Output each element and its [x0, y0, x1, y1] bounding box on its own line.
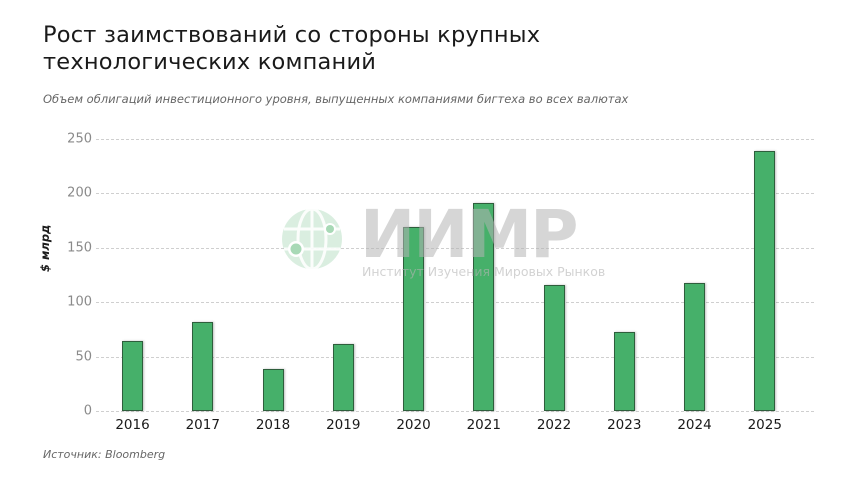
gridline	[96, 193, 814, 195]
bar-2022	[543, 284, 565, 411]
y-tick-label: 0	[83, 403, 92, 419]
bar-2023	[613, 331, 635, 411]
source-note: Источник: Bloomberg	[43, 448, 166, 461]
bar-2025	[754, 150, 776, 411]
bar-2018	[262, 368, 284, 411]
gridline	[96, 247, 814, 249]
gridline	[96, 411, 814, 412]
x-tick-label: 2017	[185, 417, 220, 433]
x-tick-label: 2022	[536, 417, 572, 433]
gridline	[96, 356, 814, 358]
x-tick-label: 2019	[326, 417, 361, 433]
gridline	[96, 302, 814, 304]
bar-2024	[684, 282, 705, 411]
bar-2019	[332, 343, 354, 411]
y-tick-label: 50	[75, 349, 92, 365]
x-tick-label: 2016	[115, 417, 150, 433]
bar-2020	[403, 227, 424, 411]
y-tick-label: 150	[67, 240, 92, 256]
x-tick-label: 2021	[466, 417, 501, 433]
x-tick-label: 2024	[677, 417, 712, 433]
bar-2016	[122, 341, 143, 411]
y-tick-label: 100	[67, 294, 92, 310]
x-tick-label: 2023	[607, 417, 642, 433]
y-tick-label: 200	[67, 185, 92, 201]
bar-2017	[192, 321, 214, 411]
gridline	[96, 139, 814, 140]
y-tick-label: 250	[67, 131, 92, 147]
y-axis-label: $ млрд	[38, 224, 52, 272]
x-tick-label: 2018	[255, 417, 291, 433]
chart-title: Рост заимствований со стороны крупных те…	[43, 22, 541, 75]
x-tick-label: 2025	[747, 417, 782, 433]
x-tick-label: 2020	[396, 417, 431, 433]
bar-2021	[473, 203, 495, 411]
chart-subtitle: Объем облигаций инвестиционного уровня, …	[43, 92, 629, 106]
